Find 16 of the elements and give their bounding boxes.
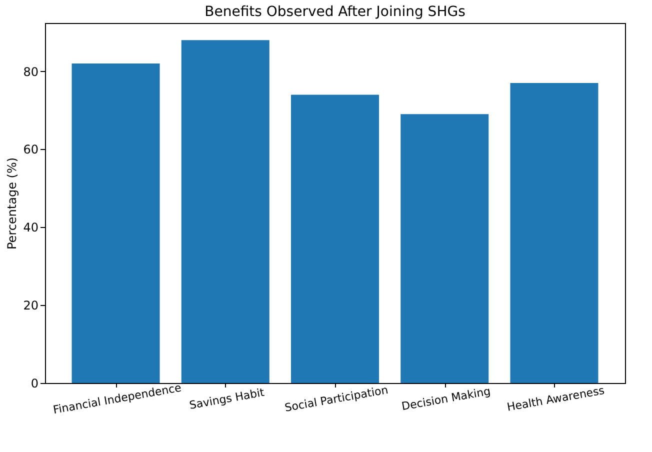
x-tick-label: Decision Making	[400, 384, 492, 414]
x-tick-label: Social Participation	[284, 383, 390, 414]
bar	[72, 64, 160, 383]
x-tick-label: Health Awareness	[506, 384, 606, 414]
y-tick-label: 60	[23, 142, 38, 157]
bar	[181, 40, 270, 383]
y-tick-label: 0	[30, 376, 38, 390]
bar	[400, 114, 489, 383]
x-tick-label: Savings Habit	[188, 386, 266, 412]
y-tick-label: 40	[23, 220, 38, 235]
bar	[291, 94, 379, 383]
y-tick-label: 80	[23, 64, 38, 79]
chart-title: Benefits Observed After Joining SHGs	[204, 4, 466, 20]
y-tick-label: 20	[23, 298, 38, 313]
bar	[510, 83, 598, 383]
y-axis-title: Percentage (%)	[5, 157, 20, 250]
